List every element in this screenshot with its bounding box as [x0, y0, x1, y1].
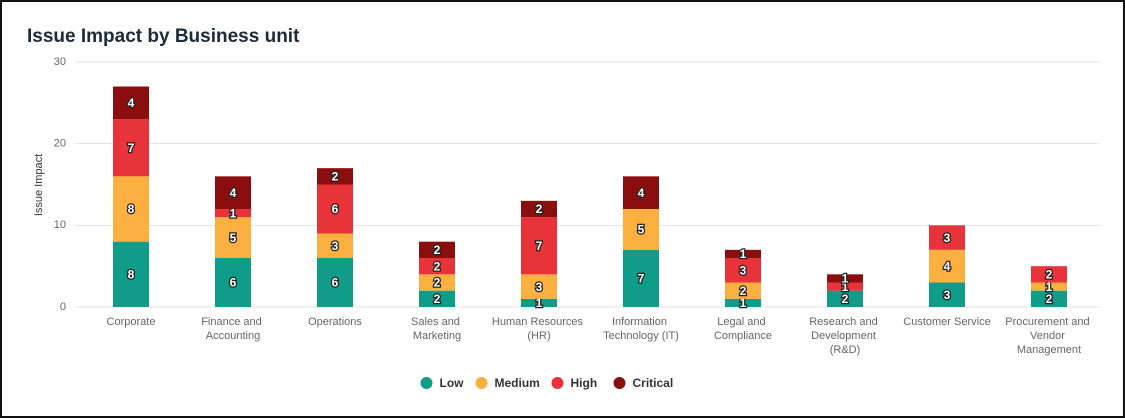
data-label: 2 [434, 292, 441, 306]
bar-segment [623, 249, 659, 307]
bar-segment [725, 298, 761, 307]
x-tick-label: Corporate [107, 316, 156, 328]
data-label: 4 [638, 186, 645, 200]
legend-marker [613, 377, 626, 389]
x-tick-label: Information Technology (IT) [603, 316, 679, 342]
bar-segment [317, 184, 353, 234]
bar-segment [1031, 282, 1067, 291]
bar-segment [929, 225, 965, 250]
data-label: 3 [944, 288, 951, 302]
legend-label: Critical [633, 376, 674, 390]
data-label: 6 [332, 202, 339, 216]
data-label: 2 [1046, 292, 1053, 306]
data-label: 7 [536, 239, 543, 253]
bar-segment [215, 209, 251, 218]
bar-segment [419, 241, 455, 258]
data-label: 4 [944, 259, 951, 273]
x-tick-label: Sales and Marketing [411, 316, 463, 342]
legend-marker [475, 377, 488, 389]
bar-segment [725, 249, 761, 258]
bar-segment [521, 274, 557, 299]
legend-label: High [571, 376, 598, 390]
x-tick-label: Customer Service [903, 316, 990, 328]
bar-segment [521, 200, 557, 218]
bar-segment [113, 176, 149, 242]
data-label: 4 [128, 96, 135, 110]
data-label: 2 [1046, 268, 1053, 282]
legend-marker [420, 377, 433, 389]
bar-segment [215, 176, 251, 209]
bar-segment [317, 233, 353, 258]
x-tick-label: Human Resources (HR) [492, 316, 586, 342]
data-label: 7 [638, 272, 645, 286]
data-label: 1 [536, 296, 543, 310]
data-label: 1 [740, 296, 747, 310]
bar-segment [113, 86, 149, 120]
data-label: 2 [842, 292, 849, 306]
data-label: 1 [842, 272, 849, 286]
bar-segment [827, 290, 863, 307]
data-label: 3 [536, 280, 543, 294]
bar-segment [725, 282, 761, 299]
bar-segment [113, 241, 149, 307]
bar-segment [827, 282, 863, 291]
data-label: 5 [230, 231, 237, 245]
y-axis-label: Issue Impact [33, 154, 45, 216]
x-tick-label: Legal and Compliance [714, 316, 772, 342]
y-tick-label: 0 [60, 301, 66, 313]
bar-segment [929, 249, 965, 283]
bar-segment [623, 209, 659, 250]
bar-segment [521, 217, 557, 275]
x-tick-label: Operations [308, 316, 362, 328]
bar-segment [623, 176, 659, 209]
chart-title: Issue Impact by Business unit [27, 26, 300, 47]
data-label: 7 [128, 141, 135, 155]
y-tick-label: 30 [54, 56, 66, 68]
bar-segment [419, 258, 455, 275]
bar-segment [1031, 266, 1067, 283]
data-label: 3 [740, 263, 747, 277]
bar-segment [725, 258, 761, 283]
data-label: 1 [1046, 280, 1053, 294]
bar-segment [419, 290, 455, 307]
y-tick-label: 10 [54, 219, 66, 231]
data-label: 2 [740, 284, 747, 298]
bar-segment [1031, 290, 1067, 307]
data-label: 5 [638, 223, 645, 237]
legend-label: Low [440, 376, 465, 390]
data-label: 4 [230, 186, 237, 200]
y-tick-label: 20 [54, 138, 66, 150]
data-label: 8 [128, 202, 135, 216]
bar-segment [521, 298, 557, 307]
legend-label: Medium [495, 376, 540, 390]
bar-segment [215, 217, 251, 258]
data-label: 6 [332, 276, 339, 290]
data-label: 6 [230, 276, 237, 290]
data-label: 1 [740, 247, 747, 261]
x-tick-label: Procurement and Vendor Management [1005, 316, 1092, 356]
data-label: 2 [434, 259, 441, 273]
data-label: 1 [842, 280, 849, 294]
data-label: 3 [332, 239, 339, 253]
data-label: 2 [536, 202, 543, 216]
bar-segment [827, 274, 863, 283]
data-label: 1 [230, 206, 237, 220]
data-label: 8 [128, 268, 135, 282]
legend-marker [551, 377, 564, 389]
data-label: 2 [434, 276, 441, 290]
x-tick-label: Finance and Accounting [201, 316, 265, 342]
bar-segment [317, 258, 353, 307]
data-label: 2 [332, 170, 339, 184]
x-tick-label: Research and Development (R&D) [809, 316, 881, 356]
bar-segment [113, 119, 149, 177]
bar-segment [419, 274, 455, 291]
data-label: 3 [944, 231, 951, 245]
bar-segment [215, 258, 251, 307]
bar-segment [317, 168, 353, 185]
data-label: 2 [434, 243, 441, 257]
bar-segment [929, 282, 965, 307]
